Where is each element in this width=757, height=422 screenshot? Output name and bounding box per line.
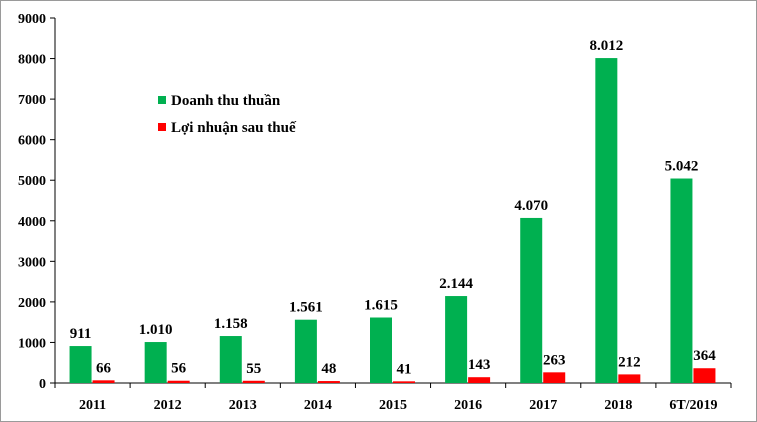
x-tick-label: 6T/2019: [669, 398, 717, 413]
profit-bar: [167, 380, 190, 383]
y-tick-label: 2000: [18, 296, 46, 311]
legend-marker-revenue: [158, 96, 166, 104]
revenue-data-label: 911: [70, 326, 92, 342]
profit-bar: [317, 381, 340, 383]
x-tick-label: 2012: [154, 398, 182, 413]
profit-data-label: 48: [321, 361, 336, 377]
y-tick-label: 8000: [18, 53, 46, 68]
revenue-bar: [294, 319, 317, 383]
revenue-data-label: 1.615: [364, 298, 398, 314]
profit-bar: [242, 380, 265, 383]
profit-data-label: 66: [96, 360, 112, 376]
x-tick-label: 2015: [379, 398, 407, 413]
y-tick-label: 5000: [18, 174, 46, 189]
legend-label-profit: Lợi nhuận sau thuế: [171, 120, 297, 136]
profit-bar: [543, 372, 566, 383]
y-tick-label: 6000: [18, 134, 46, 149]
profit-data-label: 56: [171, 361, 187, 377]
revenue-bar: [219, 336, 242, 383]
revenue-data-label: 4.070: [514, 198, 548, 214]
profit-data-label: 55: [246, 361, 261, 377]
y-tick-label: 0: [39, 377, 46, 392]
profit-bar: [693, 368, 716, 383]
x-tick-label: 2013: [229, 398, 257, 413]
legend-marker-profit: [158, 123, 166, 131]
y-tick-label: 1000: [18, 336, 46, 351]
revenue-bar: [445, 296, 468, 383]
profit-data-label: 143: [468, 357, 491, 373]
revenue-bar: [144, 342, 167, 383]
profit-data-label: 364: [693, 348, 716, 364]
revenue-data-label: 5.042: [665, 159, 699, 175]
profit-bar: [468, 377, 491, 383]
revenue-bar: [595, 58, 618, 384]
profit-data-label: 212: [618, 354, 641, 370]
x-tick-label: 2017: [529, 398, 557, 413]
profit-bar: [393, 381, 415, 383]
profit-bar: [618, 374, 641, 383]
legend-label-revenue: Doanh thu thuần: [171, 93, 281, 109]
profit-data-label: 41: [397, 361, 412, 377]
revenue-data-label: 2.144: [439, 276, 473, 292]
profit-bar: [92, 380, 115, 383]
x-tick-label: 2016: [454, 398, 482, 413]
revenue-bar: [670, 178, 693, 383]
revenue-bar: [69, 346, 92, 383]
x-tick-label: 2011: [79, 398, 106, 413]
y-tick-label: 3000: [18, 255, 46, 270]
revenue-bar: [520, 217, 543, 383]
y-tick-label: 7000: [18, 93, 46, 108]
revenue-bar: [370, 317, 392, 383]
revenue-data-label: 1.158: [214, 316, 248, 332]
y-tick-label: 9000: [18, 12, 46, 27]
profit-data-label: 263: [543, 352, 566, 368]
revenue-data-label: 1.561: [289, 300, 323, 316]
y-tick-label: 4000: [18, 215, 46, 230]
x-tick-label: 2014: [304, 398, 332, 413]
revenue-data-label: 8.012: [589, 38, 623, 54]
x-tick-label: 2018: [604, 398, 632, 413]
revenue-data-label: 1.010: [139, 322, 173, 338]
